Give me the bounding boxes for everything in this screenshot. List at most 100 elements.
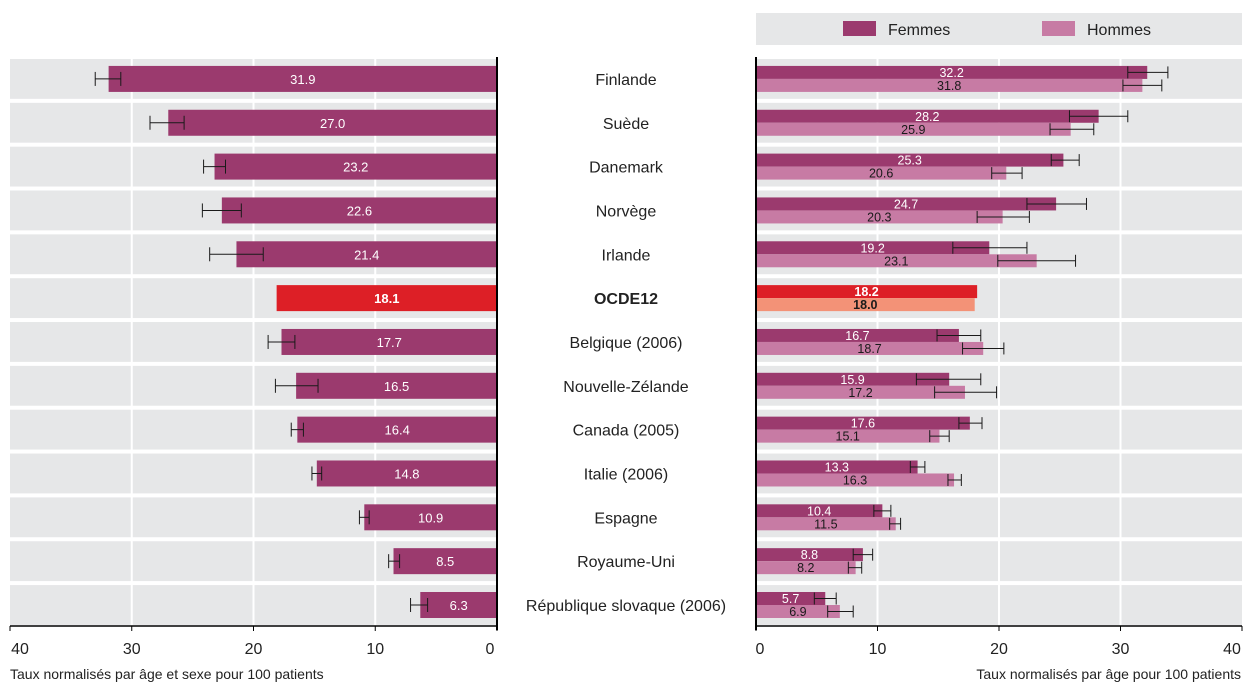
right-bar-label-femmes: 15.9 [840, 373, 864, 387]
legend-swatch-femmes [843, 21, 876, 36]
right-bar-label-hommes: 25.9 [901, 123, 925, 137]
right-bar-label-hommes: 8.2 [797, 561, 814, 575]
right-bar-label-femmes: 10.4 [807, 504, 831, 518]
left-bar-label: 10.9 [418, 510, 443, 525]
right-bar-hommes [756, 605, 840, 618]
right-bar-label-femmes: 17.6 [851, 417, 875, 431]
right-error-bar-hommes [889, 517, 902, 530]
right-bar-femmes [756, 109, 1099, 123]
right-bar-hommes [756, 254, 1037, 268]
left-bar [214, 153, 498, 180]
left-tick-label: 20 [245, 641, 263, 658]
left-bar [296, 372, 497, 399]
right-error-bar-femmes [813, 592, 837, 605]
right-bar-femmes [756, 592, 826, 605]
right-bar-label-hommes: 15.1 [836, 430, 860, 444]
right-bar-label-femmes: 18.2 [854, 285, 878, 299]
right-bar-label-femmes: 24.7 [894, 197, 918, 211]
left-bar-label: 16.5 [384, 379, 409, 394]
legend-label-hommes: Hommes [1087, 22, 1151, 39]
left-tick-label: 10 [366, 641, 384, 658]
right-bar-label-hommes: 20.6 [869, 167, 893, 181]
left-error-bar [311, 466, 323, 481]
right-x-axis-title: Taux normalisés par âge pour 100 patient… [976, 666, 1241, 682]
category-label: OCDE12 [594, 291, 658, 308]
legend-background [756, 13, 1242, 45]
left-error-bar [274, 378, 319, 393]
left-bar [276, 285, 497, 312]
right-tick-label: 20 [990, 641, 1008, 658]
right-bar-femmes [756, 197, 1057, 211]
category-label: Nouvelle-Zélande [563, 379, 689, 396]
right-error-bar-femmes [958, 417, 983, 430]
right-bar-label-femmes: 25.3 [898, 154, 922, 168]
left-bar-label: 17.7 [377, 335, 402, 350]
right-bar-femmes [756, 65, 1148, 79]
right-bar-label-hommes: 23.1 [884, 254, 908, 268]
category-label: Irlande [602, 247, 651, 264]
right-bar-label-femmes: 13.3 [825, 460, 849, 474]
right-tick-label: 40 [1223, 641, 1241, 658]
right-bar-femmes [756, 416, 970, 430]
left-error-bar [410, 598, 429, 612]
right-tick-label: 30 [1112, 641, 1130, 658]
right-tick-label: 0 [756, 641, 765, 658]
right-bar-hommes [756, 561, 856, 575]
right-bar-hommes [756, 210, 1003, 224]
left-error-bar [94, 71, 122, 86]
left-bar [297, 416, 497, 443]
right-bar-femmes [756, 153, 1064, 167]
right-error-bar-femmes [936, 329, 982, 342]
right-bar-hommes [756, 298, 975, 312]
right-bar-label-femmes: 16.7 [845, 329, 869, 343]
right-error-bar-hommes [997, 254, 1077, 267]
right-bar-femmes [756, 328, 959, 342]
right-error-bar-femmes [915, 373, 982, 386]
left-bar [168, 109, 497, 136]
left-x-axis-title: Taux normalisés par âge et sexe pour 100… [10, 666, 324, 682]
right-bar-label-hommes: 31.8 [937, 79, 961, 93]
legend-swatch-hommes [1042, 21, 1075, 36]
left-bar [393, 548, 497, 575]
category-label: Italie (2006) [584, 466, 669, 483]
right-error-bar-femmes [1127, 66, 1169, 79]
right-error-bar-femmes [852, 548, 874, 561]
right-error-bar-femmes [1050, 154, 1080, 167]
right-bar-femmes [756, 548, 863, 562]
category-label: Norvège [596, 203, 657, 220]
right-bar-label-femmes: 19.2 [860, 241, 884, 255]
category-label: Royaume-Uni [577, 554, 675, 571]
right-error-bar-hommes [947, 473, 962, 486]
right-error-bar-hommes [962, 342, 1005, 355]
left-bar-label: 31.9 [290, 72, 315, 87]
left-error-bar [149, 115, 185, 130]
right-bar-label-femmes: 5.7 [782, 592, 799, 606]
category-label: Espagne [594, 510, 657, 527]
right-error-bar-femmes [873, 504, 892, 517]
left-bar-label: 14.8 [394, 466, 419, 481]
category-label: Suède [603, 116, 649, 133]
category-label: Danemark [589, 160, 664, 177]
right-bar-label-hommes: 18.0 [853, 298, 877, 312]
right-bar-femmes [756, 285, 978, 299]
right-bar-label-hommes: 6.9 [789, 605, 806, 619]
left-bar-label: 22.6 [347, 203, 372, 218]
right-bar-label-hommes: 11.5 [814, 517, 837, 531]
right-error-bar-femmes [1026, 197, 1087, 210]
right-bar-femmes [756, 372, 950, 386]
category-label: Canada (2005) [573, 423, 680, 440]
right-error-bar-femmes [1068, 110, 1129, 123]
right-bar-hommes [756, 166, 1007, 180]
category-label: République slovaque (2006) [526, 598, 726, 615]
left-bar [420, 592, 497, 618]
left-bar [316, 460, 497, 487]
right-error-bar-hommes [991, 167, 1023, 180]
right-bar-label-femmes: 32.2 [939, 66, 963, 80]
left-bar [281, 328, 497, 355]
left-tick-label: 40 [11, 641, 29, 658]
right-bar-label-femmes: 8.8 [801, 548, 818, 562]
right-tick-label: 10 [869, 641, 887, 658]
left-error-bar [358, 510, 370, 525]
left-bar-label: 21.4 [354, 247, 379, 262]
